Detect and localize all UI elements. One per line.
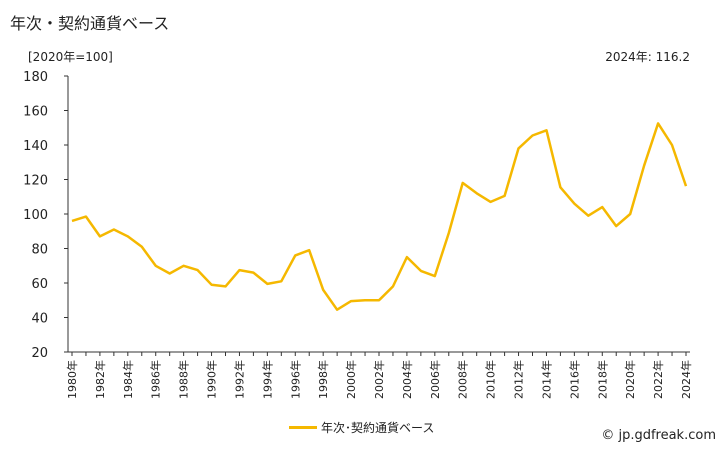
- x-tick-label: 2014年: [539, 360, 553, 399]
- series-line: [71, 122, 688, 311]
- legend: 年次･契約通貨ベース: [289, 419, 434, 436]
- x-tick-label: 1984年: [121, 360, 135, 399]
- chart-axes: 20 40 60 80 100 120 140 160 180 1980年 1982年 1984年 19…: [23, 70, 693, 399]
- chart-title: 年次・契約通貨ベース: [10, 14, 170, 33]
- x-tick-label: 2020年: [623, 360, 637, 399]
- y-tick-label: 100: [23, 208, 48, 223]
- x-tick-label: 2002年: [372, 360, 386, 399]
- latest-value-label: 2024年: 116.2: [605, 50, 690, 64]
- y-tick-label: 160: [23, 105, 48, 120]
- y-tick-label: 40: [31, 312, 48, 327]
- y-tick-label: 80: [31, 243, 48, 258]
- x-tick-label: 1988年: [177, 360, 191, 399]
- x-tick-label: 1982年: [93, 360, 107, 399]
- unit-label: [2020年=100]: [28, 50, 113, 64]
- y-tick-label: 20: [31, 346, 48, 361]
- x-tick-label: 1994年: [260, 360, 274, 399]
- credit-text: © jp.gdfreak.com: [601, 428, 716, 443]
- y-tick-label: 180: [23, 70, 48, 85]
- x-tick-label: 2022年: [651, 360, 665, 399]
- x-tick-label: 2016年: [567, 360, 581, 399]
- chart-marks: [71, 122, 688, 311]
- x-tick-label: 2010年: [484, 360, 498, 399]
- legend-swatch: [289, 426, 317, 429]
- x-tick-label: 2008年: [456, 360, 470, 399]
- x-tick-label: 2018年: [595, 360, 609, 399]
- x-tick-label: 1986年: [149, 360, 163, 399]
- x-tick-label: 1998年: [316, 360, 330, 399]
- x-tick-label: 1996年: [288, 360, 302, 399]
- x-tick-label: 1992年: [232, 360, 246, 399]
- x-tick-label: 2024年: [679, 360, 693, 399]
- x-tick-label: 2000年: [344, 360, 358, 399]
- legend-label: 年次･契約通貨ベース: [321, 421, 435, 435]
- y-tick-label: 60: [31, 277, 48, 292]
- y-tick-label: 120: [23, 174, 48, 189]
- x-tick-label: 2006年: [428, 360, 442, 399]
- x-tick-label: 2004年: [400, 360, 414, 399]
- y-tick-label: 140: [23, 139, 48, 154]
- x-tick-label: 1990年: [205, 360, 219, 399]
- x-tick-label: 1980年: [65, 360, 79, 399]
- x-tick-label: 2012年: [512, 360, 526, 399]
